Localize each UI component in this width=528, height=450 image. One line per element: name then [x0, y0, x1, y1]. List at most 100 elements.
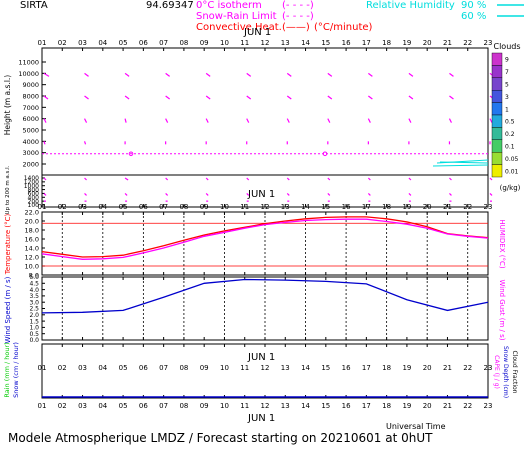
hour-tick-label: 17	[362, 364, 371, 372]
hour-tick-label: 01	[38, 39, 47, 47]
rh-label: Relative Humidity	[366, 0, 455, 11]
wind-barb	[246, 193, 250, 196]
clouds-legend-title: Clouds	[493, 42, 520, 51]
hour-tick-label: 07	[159, 39, 168, 47]
convective-label: Convective Heat.	[196, 22, 282, 33]
hour-tick-label: 06	[139, 402, 148, 410]
hour-tick-label: 22	[463, 39, 472, 47]
snow-depth-axis-label: Snow Depth (cm)	[502, 346, 509, 398]
wind-barb	[449, 95, 454, 100]
wind-barb	[205, 177, 209, 181]
wind-barb	[205, 72, 211, 77]
wind-speed-tick-label: 0.0	[29, 337, 39, 344]
date-label-bottom: JUN 1	[247, 413, 275, 424]
wind-speed-tick-label: 1.5	[29, 318, 39, 325]
wind-barb	[165, 177, 169, 181]
height-tick-label: 600	[28, 191, 40, 198]
clouds-legend-label: 5	[505, 82, 509, 89]
hour-tick-label: 11	[240, 402, 249, 410]
hour-tick-label: 06	[139, 39, 148, 47]
temperature-tick-label: 22.0	[25, 208, 39, 216]
wind-barb	[246, 177, 250, 181]
hour-tick-label: 01	[38, 402, 47, 410]
clouds-legend-label: 1	[505, 106, 509, 113]
hour-tick-label: 23	[484, 402, 493, 410]
wind-barb	[165, 95, 170, 100]
temperature-tick-label: 18.0	[25, 226, 39, 234]
hour-tick-label: 09	[200, 364, 209, 372]
height-tick-label: 400	[28, 194, 40, 201]
wind-barb	[408, 177, 412, 181]
hour-tick-label: 21	[443, 402, 452, 410]
hour-tick-label: 20	[423, 39, 432, 47]
wind-barb	[165, 193, 169, 196]
hour-tick-label: 09	[200, 402, 209, 410]
snow-rain-label: Snow-Rain Limit	[196, 11, 277, 22]
wind-barb	[368, 95, 373, 100]
convective-unit: (°C/minute)	[314, 22, 373, 33]
hour-tick-label: 07	[159, 364, 168, 372]
wind-barb	[449, 193, 452, 196]
wind-barb	[327, 72, 333, 77]
clouds-legend-swatch	[491, 65, 503, 79]
hour-tick-label: 22	[463, 402, 472, 410]
clouds-legend-swatch	[491, 139, 503, 153]
height-axis-label: Height (m a.s.l.)	[3, 75, 12, 136]
wind-speed-tick-label: 3.5	[29, 293, 39, 300]
temperature-series-line	[41, 216, 489, 258]
height-tick-label: 8000	[22, 93, 39, 101]
wind-barb	[84, 193, 87, 196]
precipitation-panel: Rain (mm / hour) Snow (cm / hour) CAPE (J …	[3, 342, 518, 399]
hour-tick-label: 03	[78, 39, 87, 47]
wind-barb	[165, 118, 169, 123]
hour-tick-label: 13	[281, 364, 290, 372]
wind-barb	[84, 95, 89, 100]
wind-barb	[205, 193, 209, 196]
station-code: 94.69347	[146, 0, 194, 11]
wind-barb	[84, 72, 89, 77]
wind-barb	[124, 118, 127, 123]
wind-speed-series-line	[41, 278, 489, 314]
wind-speed-tick-label: 2.0	[29, 312, 39, 319]
clouds-legend-swatch	[491, 102, 503, 116]
clouds-legend-swatch	[491, 114, 503, 128]
wind-profile-frame	[41, 47, 489, 208]
wind-barb	[246, 118, 250, 123]
hour-tick-label: 12	[261, 402, 270, 410]
height-tick-label: 10000	[18, 70, 39, 78]
snow-rain-key: (- - - -)	[282, 11, 314, 22]
wind-speed-tick-label: 0.5	[29, 331, 39, 338]
temperature-tick-label: 10.0	[25, 262, 39, 270]
height-tick-label: 6000	[22, 115, 39, 123]
wind-barb	[489, 177, 493, 181]
hour-tick-label: 06	[139, 364, 148, 372]
clouds-legend-swatch	[491, 52, 503, 66]
hour-tick-label: 14	[301, 364, 310, 372]
wind-barb	[124, 72, 130, 77]
height-tick-label: 11000	[18, 59, 39, 67]
rh-60: 60 %	[461, 11, 486, 22]
wind-barb	[286, 177, 290, 181]
station-name: SIRTA	[20, 0, 48, 11]
low-height-axis-label: Up to 200 m a.s.l.	[5, 165, 11, 214]
height-tick-label: 1000	[24, 183, 39, 190]
wind-barb	[367, 193, 371, 196]
hour-tick-label: 14	[301, 39, 310, 47]
hour-tick-label: 23	[484, 39, 493, 47]
wind-barb	[205, 95, 211, 100]
hour-tick-label: 17	[362, 39, 371, 47]
temperature-axis-label: Temperature (°C)	[4, 214, 12, 276]
isotherm-marker	[322, 151, 328, 157]
hour-tick-label: 04	[98, 402, 107, 410]
height-tick-label: 800	[28, 187, 40, 194]
universal-time-label: Universal Time	[386, 422, 446, 431]
date-label-temperature: JUN 1	[247, 189, 275, 200]
height-tick-label: 5000	[22, 127, 39, 135]
hour-tick-label: 20	[423, 364, 432, 372]
wind-barb	[246, 95, 252, 100]
wind-barb	[43, 141, 46, 145]
wind-barb	[327, 95, 333, 100]
wind-barb	[367, 118, 371, 123]
hour-tick-label: 22	[463, 364, 472, 372]
wind-barb	[43, 193, 47, 196]
